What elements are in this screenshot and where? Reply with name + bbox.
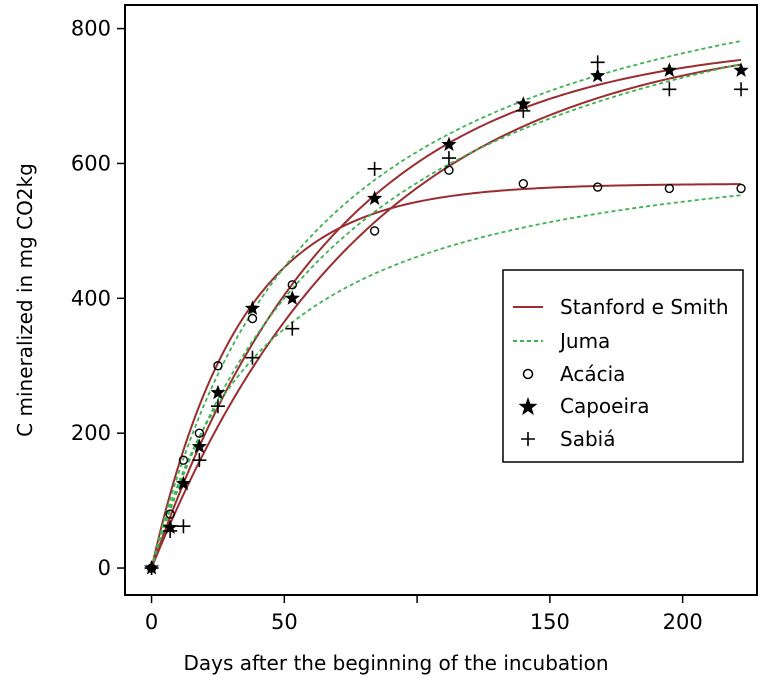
legend-label-capoeira: Capoeira [560,394,650,418]
capoeira-point [515,96,531,111]
legend-box [502,269,744,463]
y-tick-label: 0 [98,556,111,580]
y-tick-label: 800 [71,17,111,41]
acacia-point [165,509,175,519]
legend-marker-acacia [522,368,534,380]
sabia-point [441,151,456,166]
x-tick-label: 200 [663,610,703,634]
legend-marker-capoeira [518,397,538,416]
x-axis-label: Days after the beginning of the incubati… [184,651,609,675]
sabia-point [285,321,300,336]
legend-marker-sabia [521,432,535,446]
x-tick-label: 150 [530,610,570,634]
legend-label-stanford: Stanford e Smith [560,295,729,319]
acacia-point [518,178,529,189]
sabia-point [176,519,191,534]
acacia-point [194,428,205,438]
acacia-point [444,165,454,175]
acacia-point [736,183,746,194]
y-tick-label: 200 [71,421,111,445]
legend: Stanford e Smith Juma Acácia Capoeira Sa… [502,269,744,463]
sabia-point [144,561,159,576]
juma-fit-acacia [150,194,742,569]
capoeira-point [191,438,207,454]
capoeira-point [367,190,383,205]
capoeira-point [733,62,749,77]
acacia-point [247,313,258,324]
acacia-point [369,226,380,236]
capoeira-point [590,67,606,83]
y-tick-label: 400 [71,286,111,310]
capoeira-point [175,475,192,491]
sabia-point [662,82,677,97]
legend-label-sabia: Sabiá [560,427,615,451]
plot-frame [124,4,758,596]
x-tick-label: 50 [271,610,298,634]
capoeira-point [244,300,261,315]
data-points [143,55,749,576]
acacia-point [592,182,603,192]
sabia-point [163,523,178,538]
sabia-point [245,350,260,365]
sabia-point [734,82,749,97]
y-axis-label: C mineralized in mg CO2kg [13,163,37,437]
sabia-point [516,103,531,118]
capoeira-point [284,290,300,305]
juma-fit-capoeira [150,63,742,569]
y-tick-label: 600 [71,151,111,175]
capoeira-point [441,136,457,152]
legend-label-acacia: Acácia [560,362,625,386]
capoeira-point [661,62,677,77]
acacia-point [664,183,675,194]
x-tick-label: 0 [145,610,158,634]
acacia-point [213,361,223,371]
capoeira-point [210,384,226,400]
axes: 0 50 150 200 0 200 400 600 800 [71,17,703,634]
sabia-point [210,399,225,414]
acacia-point [178,455,189,465]
legend-label-juma: Juma [558,329,610,353]
sabia-point [590,55,605,70]
acacia-point [287,280,297,290]
juma-fit-sabia [150,40,742,569]
sabia-point [367,161,382,176]
sabia-point [192,453,207,468]
